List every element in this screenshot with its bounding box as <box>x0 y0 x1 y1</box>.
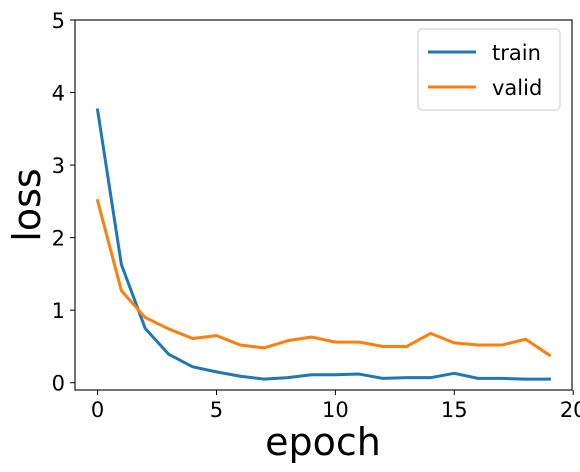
plot-frame <box>74 19 573 391</box>
series-line-train <box>95 108 551 381</box>
y-tick-label: 0 <box>52 372 65 396</box>
y-tick-label: 2 <box>52 227 65 251</box>
legend: train valid <box>417 28 561 111</box>
x-tick-label: 10 <box>322 398 349 422</box>
y-ticks: 0 1 2 3 4 5 <box>52 9 75 396</box>
legend-label-train: train <box>492 41 541 65</box>
series-layer <box>95 108 552 381</box>
legend-box <box>417 28 561 111</box>
legend-label-valid: valid <box>492 76 542 100</box>
x-axis-label: epoch <box>265 420 381 464</box>
x-tick-label: 5 <box>210 398 223 422</box>
x-tick-label: 0 <box>91 398 104 422</box>
series-line-valid <box>95 198 552 358</box>
y-tick-label: 4 <box>52 82 65 106</box>
x-ticks: 0 5 10 15 20 <box>91 390 580 422</box>
y-tick-label: 3 <box>52 154 65 178</box>
y-tick-label: 1 <box>52 299 65 323</box>
x-tick-label: 15 <box>441 398 468 422</box>
y-tick-label: 5 <box>52 9 65 33</box>
x-tick-label: 20 <box>560 398 580 422</box>
y-axis-label: loss <box>5 168 49 241</box>
